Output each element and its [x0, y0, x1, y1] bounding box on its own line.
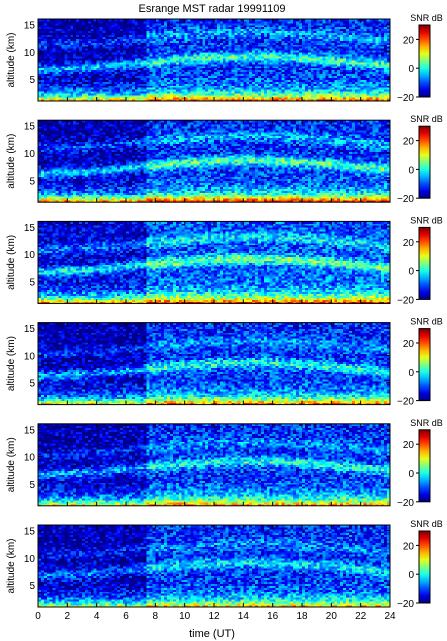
colorbar-tick-label: 0 — [408, 570, 414, 581]
y-tick-label: 15 — [24, 223, 36, 234]
heatmap-cells — [38, 221, 390, 303]
colorbar-label: SNR dB — [410, 215, 443, 225]
x-tick-label: 2 — [65, 611, 71, 622]
colorbar-tick-label: 20 — [403, 35, 415, 46]
colorbar-tick-label: 20 — [403, 440, 415, 451]
colorbar — [419, 25, 430, 97]
y-tick-label: 5 — [29, 176, 35, 187]
x-tick-label: 20 — [326, 611, 338, 622]
colorbar-tick-label: 0 — [408, 64, 414, 75]
panel-2: 5 10 15 altitude (km) SNR dB −20 0 20 — [6, 114, 443, 205]
colorbar-tick-label: 0 — [408, 267, 414, 278]
colorbar — [419, 329, 430, 401]
colorbar-tick-label: 0 — [408, 165, 414, 176]
colorbar-tick-label: −20 — [397, 93, 414, 104]
colorbar-label: SNR dB — [410, 13, 443, 23]
colorbar-tick-label: −20 — [397, 599, 414, 610]
x-tick-label: 16 — [267, 611, 279, 622]
heatmap-cells — [38, 19, 390, 101]
x-tick-label: 8 — [153, 611, 159, 622]
y-tick-label: 10 — [24, 453, 36, 464]
colorbar-tick-label: 0 — [408, 368, 414, 379]
colorbar-tick-label: −20 — [397, 295, 414, 306]
y-axis-label: altitude (km) — [6, 336, 17, 391]
heatmap-cells — [38, 525, 390, 607]
heatmap-cells — [38, 323, 390, 405]
panel-1: 5 10 15 altitude (km) SNR dB −20 0 20 — [6, 13, 443, 104]
colorbar-tick-label: 0 — [408, 469, 414, 480]
colorbar — [419, 430, 430, 502]
figure-title: Esrange MST radar 19991109 — [139, 3, 286, 15]
panel-3: 5 10 15 altitude (km) SNR dB −20 0 20 — [6, 215, 443, 306]
y-tick-label: 5 — [29, 379, 35, 390]
colorbar-label: SNR dB — [410, 114, 443, 124]
y-tick-label: 10 — [24, 554, 36, 565]
colorbar-tick-label: 20 — [403, 339, 415, 350]
y-tick-label: 15 — [24, 324, 36, 335]
x-axis-label: time (UT) — [189, 628, 235, 640]
colorbar-label: SNR dB — [410, 519, 443, 529]
y-axis-label: altitude (km) — [6, 437, 17, 492]
colorbar — [419, 126, 430, 198]
colorbar-tick-label: 20 — [403, 541, 415, 552]
x-tick-label: 0 — [35, 611, 41, 622]
colorbar-tick-label: −20 — [397, 498, 414, 509]
y-tick-label: 5 — [29, 75, 35, 86]
colorbar-tick-label: −20 — [397, 194, 414, 205]
y-tick-label: 5 — [29, 278, 35, 289]
colorbar-label: SNR dB — [410, 317, 443, 327]
x-tick-label: 6 — [123, 611, 129, 622]
heatmap-cells — [38, 120, 390, 202]
x-tick-label: 10 — [179, 611, 191, 622]
y-tick-label: 10 — [24, 48, 36, 59]
y-axis-label: altitude (km) — [6, 538, 17, 593]
panel-4: 5 10 15 altitude (km) SNR dB −20 0 20 — [6, 317, 443, 408]
colorbar-label: SNR dB — [410, 418, 443, 428]
x-tick-label: 18 — [296, 611, 308, 622]
colorbar-tick-label: 20 — [403, 238, 415, 249]
heatmap-cells — [38, 424, 390, 506]
x-tick-label: 12 — [208, 611, 220, 622]
colorbar — [419, 531, 430, 603]
y-tick-label: 10 — [24, 149, 36, 160]
colorbar — [419, 227, 430, 299]
x-tick-label: 14 — [238, 611, 250, 622]
panel-5: 5 10 15 altitude (km) SNR dB −20 0 20 — [6, 418, 443, 509]
y-axis-label: altitude (km) — [6, 235, 17, 290]
y-tick-label: 10 — [24, 250, 36, 261]
y-tick-label: 15 — [24, 425, 36, 436]
x-tick-label: 24 — [384, 611, 396, 622]
colorbar-tick-label: 20 — [403, 137, 415, 148]
x-tick-label: 22 — [355, 611, 367, 622]
x-tick-label: 4 — [94, 611, 100, 622]
y-tick-label: 5 — [29, 480, 35, 491]
y-axis-label: altitude (km) — [6, 32, 17, 87]
y-axis-label: altitude (km) — [6, 134, 17, 189]
y-tick-label: 10 — [24, 351, 36, 362]
colorbar-tick-label: −20 — [397, 397, 414, 408]
y-tick-label: 5 — [29, 581, 35, 592]
y-tick-label: 15 — [24, 20, 36, 31]
y-tick-label: 15 — [24, 122, 36, 133]
y-tick-label: 15 — [24, 526, 36, 537]
